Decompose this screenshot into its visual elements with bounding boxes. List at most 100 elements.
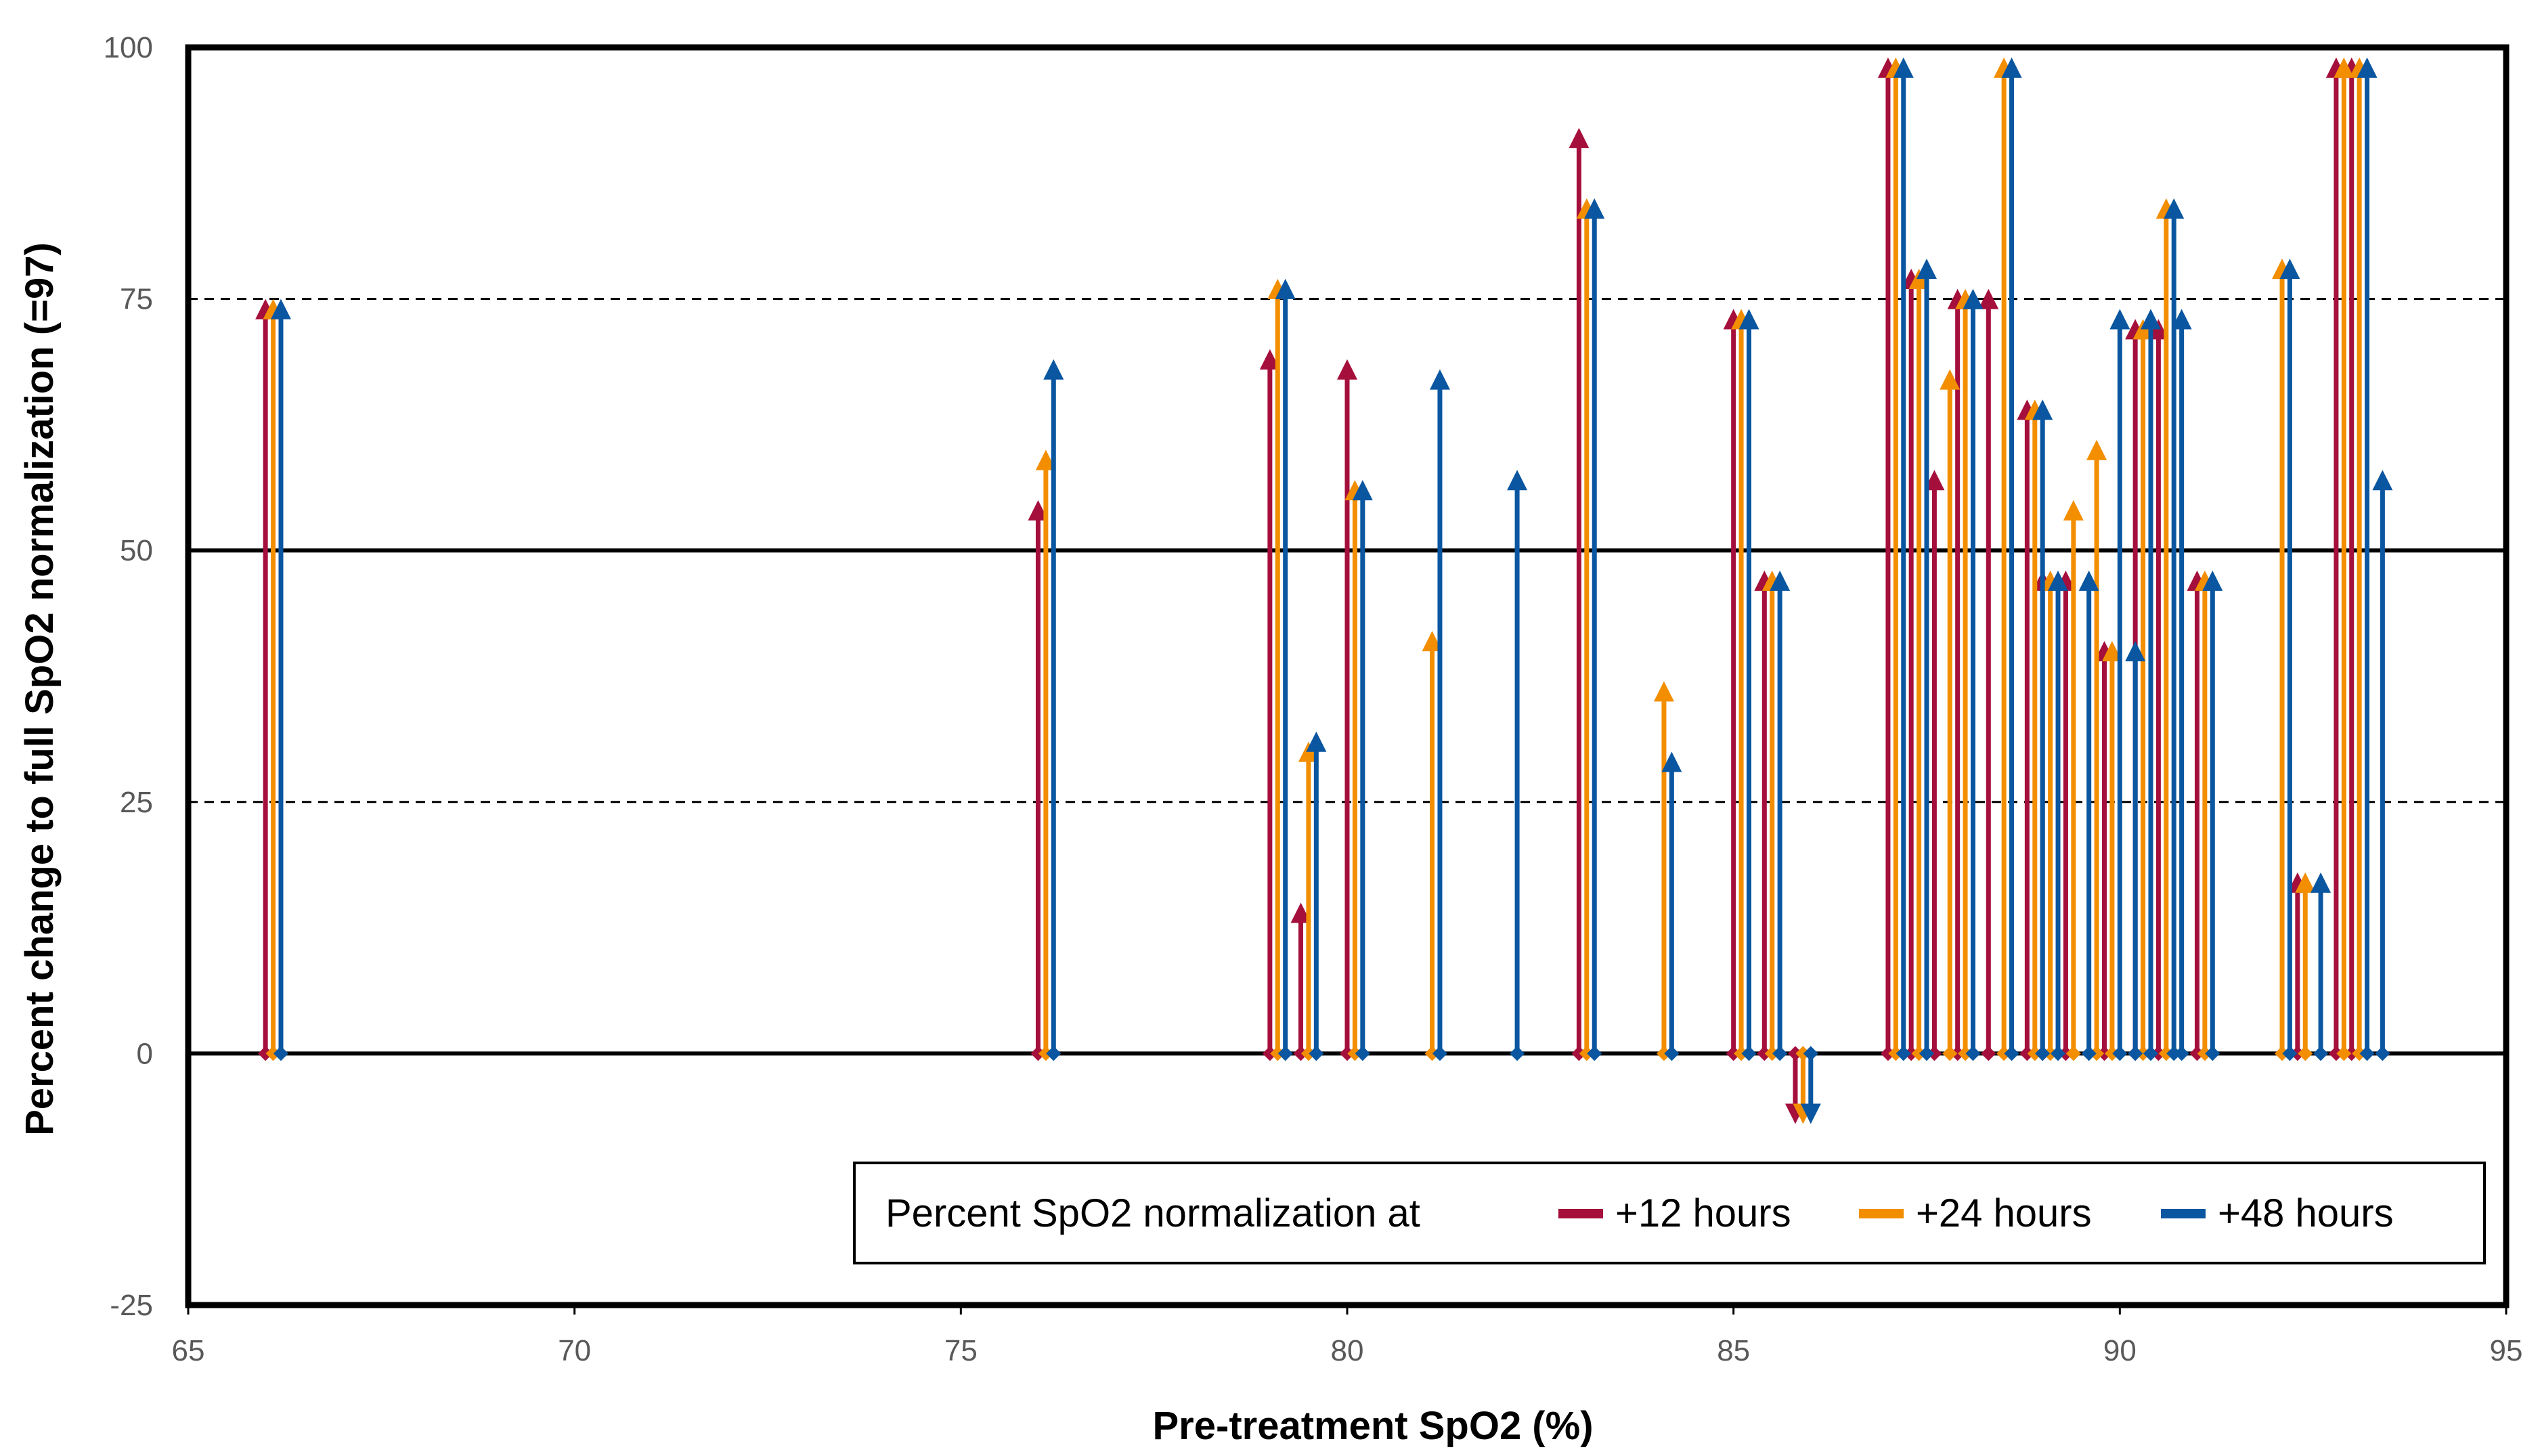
arrow-24hours bbox=[2101, 640, 2122, 1061]
baseline-marker bbox=[1734, 1046, 1749, 1061]
baseline-marker bbox=[2081, 1046, 2097, 1061]
baseline-marker bbox=[1919, 1046, 1934, 1061]
arrow-head bbox=[1306, 731, 1327, 752]
arrow-head bbox=[2202, 570, 2223, 591]
arrow-head bbox=[2357, 57, 2378, 78]
arrow-head bbox=[1584, 198, 1605, 219]
baseline-marker bbox=[2051, 1046, 2066, 1061]
arrow-head bbox=[2048, 570, 2069, 591]
arrow-48hours bbox=[1661, 751, 1682, 1061]
baseline-marker bbox=[258, 1046, 273, 1061]
baseline-marker bbox=[2336, 1046, 2352, 1061]
baseline-marker bbox=[1942, 1046, 1958, 1061]
baseline-marker bbox=[1950, 1046, 1965, 1061]
baseline-marker bbox=[1880, 1046, 1896, 1061]
baseline-marker bbox=[1904, 1046, 1919, 1061]
arrow-head bbox=[1259, 349, 1280, 370]
arrow-48hours bbox=[1917, 259, 1937, 1061]
baseline-marker bbox=[2359, 1046, 2375, 1061]
y-tick-label: 50 bbox=[120, 534, 153, 567]
arrow-head bbox=[1800, 1103, 1821, 1124]
arrow-head bbox=[1653, 681, 1674, 702]
baseline-marker bbox=[265, 1046, 281, 1061]
baseline-marker bbox=[2298, 1046, 2313, 1061]
arrow-head bbox=[1352, 480, 1373, 501]
arrow-24hours bbox=[1035, 449, 1056, 1061]
arrow-head bbox=[2109, 309, 2130, 330]
baseline-marker bbox=[1293, 1046, 1309, 1061]
baseline-marker bbox=[1981, 1046, 1996, 1061]
arrow-head bbox=[2334, 57, 2355, 78]
x-axis-ticks: 65 70 75 80 85 90 95 bbox=[172, 1305, 2522, 1367]
y-tick-label: 100 bbox=[104, 31, 153, 64]
arrow-head bbox=[1924, 470, 1945, 491]
baseline-marker bbox=[1896, 1046, 1911, 1061]
baseline-marker bbox=[2151, 1046, 2166, 1061]
baseline-marker bbox=[2027, 1046, 2042, 1061]
arrow-head bbox=[1917, 259, 1937, 280]
baseline-marker bbox=[1803, 1046, 1818, 1061]
baseline-marker bbox=[2344, 1046, 2359, 1061]
arrow-12hours bbox=[1978, 288, 1999, 1061]
arrow-48hours bbox=[2279, 259, 2300, 1061]
arrow-head bbox=[2171, 309, 2192, 330]
baseline-marker bbox=[1432, 1046, 1447, 1061]
baseline-marker bbox=[2189, 1046, 2205, 1061]
arrow-head bbox=[1290, 902, 1311, 923]
arrow-24hours bbox=[1422, 631, 1443, 1061]
baseline-marker bbox=[1355, 1046, 1370, 1061]
baseline-marker bbox=[2042, 1046, 2058, 1061]
baseline-marker bbox=[2019, 1046, 2035, 1061]
arrow-48hours bbox=[2078, 570, 2099, 1061]
arrow-head bbox=[2063, 500, 2084, 521]
baseline-marker bbox=[1757, 1046, 1772, 1061]
y-tick-label: -25 bbox=[110, 1289, 153, 1322]
baseline-marker bbox=[2174, 1046, 2189, 1061]
arrow-head bbox=[1422, 631, 1443, 652]
baseline-marker bbox=[2004, 1046, 2019, 1061]
baseline-marker bbox=[2135, 1046, 2151, 1061]
arrow-head bbox=[2311, 872, 2331, 893]
arrow-48hours bbox=[2109, 309, 2130, 1061]
arrow-48hours bbox=[1584, 198, 1605, 1061]
baseline-marker bbox=[1270, 1046, 1286, 1061]
arrow-24hours bbox=[1885, 57, 1906, 1061]
baseline-marker bbox=[2112, 1046, 2128, 1061]
baseline-marker bbox=[1300, 1046, 1316, 1061]
legend-title: Percent SpO2 normalization at bbox=[885, 1191, 1420, 1235]
arrow-head bbox=[1963, 288, 1984, 309]
baseline-marker bbox=[1309, 1046, 1324, 1061]
arrow-12hours bbox=[1259, 349, 1280, 1061]
arrow-24hours bbox=[1940, 369, 1961, 1061]
arrow-48hours bbox=[1800, 1046, 1821, 1124]
arrow-head bbox=[1035, 449, 1056, 470]
baseline-marker bbox=[2282, 1046, 2298, 1061]
arrow-head bbox=[1661, 751, 1682, 772]
arrow-48hours bbox=[2202, 570, 2223, 1061]
arrow-head bbox=[2078, 570, 2099, 591]
y-axis-title: Percent change to full SpO2 normalizatio… bbox=[18, 242, 62, 1136]
baseline-marker bbox=[1996, 1046, 2012, 1061]
arrow-48hours bbox=[1770, 570, 1791, 1061]
baseline-marker bbox=[2104, 1046, 2120, 1061]
x-axis-title: Pre-treatment SpO2 (%) bbox=[1152, 1404, 1593, 1448]
arrow-48hours bbox=[2171, 309, 2192, 1061]
arrow-head bbox=[1738, 309, 1759, 330]
arrow-12hours bbox=[1924, 470, 1945, 1061]
arrow-24hours bbox=[1653, 681, 1674, 1061]
baseline-marker bbox=[2328, 1046, 2344, 1061]
baseline-marker bbox=[1764, 1046, 1780, 1061]
baseline-marker bbox=[2143, 1046, 2158, 1061]
arrow-24hours bbox=[2086, 439, 2107, 1061]
arrow-48hours bbox=[1043, 359, 1064, 1061]
series-arrows bbox=[255, 57, 2393, 1124]
baseline-marker bbox=[2275, 1046, 2290, 1061]
baseline-marker bbox=[1510, 1046, 1525, 1061]
arrow-48hours bbox=[2357, 57, 2378, 1061]
arrow-24hours bbox=[1344, 480, 1365, 1061]
arrow-head bbox=[1043, 359, 1064, 380]
x-tick-label: 80 bbox=[1331, 1334, 1364, 1367]
arrow-head bbox=[1978, 288, 1999, 309]
arrow-48hours bbox=[2048, 570, 2069, 1061]
y-axis-ticks: -25 0 25 50 75 100 bbox=[104, 31, 153, 1322]
